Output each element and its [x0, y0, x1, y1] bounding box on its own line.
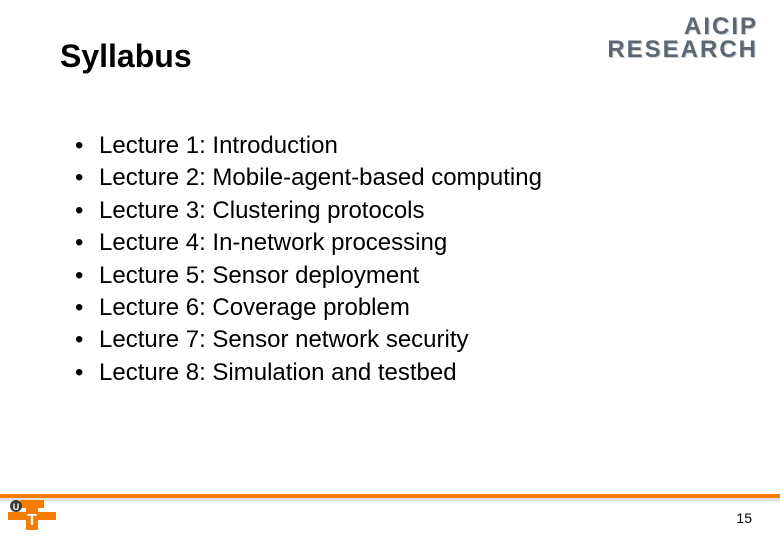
svg-text:T: T — [27, 512, 37, 529]
logo-line2: RESEARCH — [607, 36, 758, 63]
ut-logo-icon: T U — [8, 494, 56, 534]
bullet-text: Lecture 7: Sensor network security — [99, 324, 690, 356]
bullet-icon: • — [75, 260, 99, 292]
bullet-text: Lecture 2: Mobile-agent-based computing — [99, 162, 690, 194]
svg-text:U: U — [13, 502, 20, 512]
bullet-text: Lecture 5: Sensor deployment — [99, 260, 690, 292]
list-item: • Lecture 4: In-network processing — [75, 227, 690, 259]
bullet-text: Lecture 8: Simulation and testbed — [99, 357, 690, 389]
list-item: • Lecture 2: Mobile-agent-based computin… — [75, 162, 690, 194]
bullet-text: Lecture 1: Introduction — [99, 130, 690, 162]
bullet-text: Lecture 3: Clustering protocols — [99, 195, 690, 227]
bullet-icon: • — [75, 324, 99, 356]
aicip-research-logo: AICIP RESEARCH — [607, 16, 758, 62]
bullet-icon: • — [75, 162, 99, 194]
list-item: • Lecture 7: Sensor network security — [75, 324, 690, 356]
footer-accent-shadow — [0, 498, 780, 501]
bullet-icon: • — [75, 357, 99, 389]
bullet-icon: • — [75, 227, 99, 259]
page-number: 15 — [736, 510, 752, 526]
slide-title: Syllabus — [60, 38, 192, 75]
list-item: • Lecture 1: Introduction — [75, 130, 690, 162]
list-item: • Lecture 5: Sensor deployment — [75, 260, 690, 292]
list-item: • Lecture 3: Clustering protocols — [75, 195, 690, 227]
bullet-icon: • — [75, 195, 99, 227]
list-item: • Lecture 6: Coverage problem — [75, 292, 690, 324]
list-item: • Lecture 8: Simulation and testbed — [75, 357, 690, 389]
slide: Syllabus AICIP RESEARCH • Lecture 1: Int… — [0, 0, 780, 540]
bullet-text: Lecture 6: Coverage problem — [99, 292, 690, 324]
bullet-icon: • — [75, 130, 99, 162]
bullet-list: • Lecture 1: Introduction • Lecture 2: M… — [75, 130, 690, 389]
bullet-icon: • — [75, 292, 99, 324]
bullet-text: Lecture 4: In-network processing — [99, 227, 690, 259]
